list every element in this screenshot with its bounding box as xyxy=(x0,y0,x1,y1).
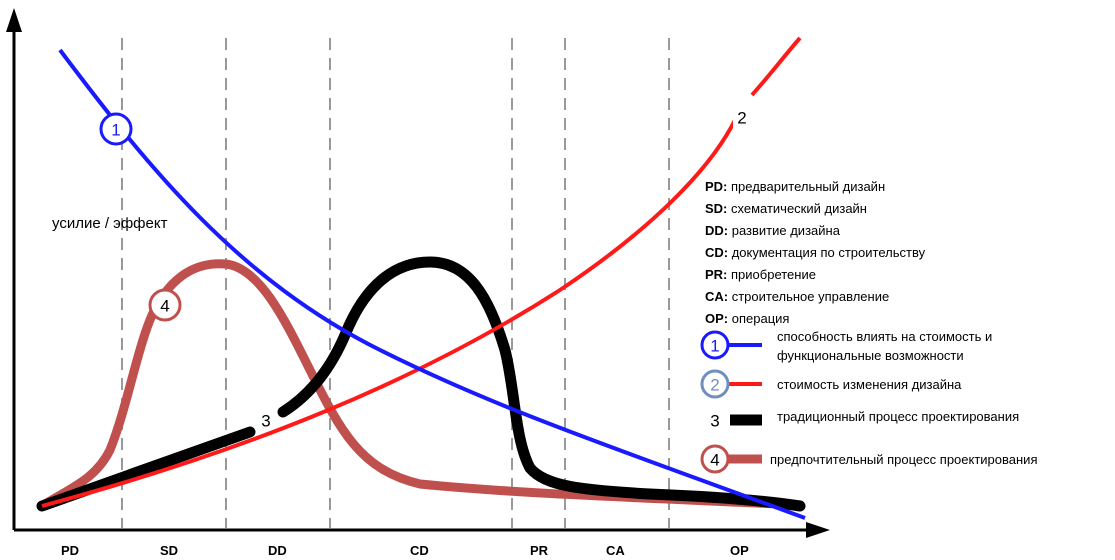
phase-label-pd: PD xyxy=(61,543,79,558)
marker-curve-1: 1 xyxy=(99,112,133,146)
phase-label-dd: DD xyxy=(268,543,287,558)
phase-label-sd: SD xyxy=(160,543,178,558)
phase-label-op: OP xyxy=(730,543,749,558)
y-axis-label: усилие / эффект xyxy=(52,215,168,232)
legend-label-curve-1-line2: функциональные возможности xyxy=(777,348,964,363)
svg-text:3: 3 xyxy=(710,412,719,431)
curve-2-cost-of-change xyxy=(41,119,737,508)
svg-text:4: 4 xyxy=(160,297,169,316)
phase-dividers xyxy=(121,38,670,528)
marker-curve-4: 4 xyxy=(148,288,182,322)
svg-text:2: 2 xyxy=(710,376,719,395)
svg-text:1: 1 xyxy=(111,121,120,140)
legend-label-curve-3: традиционный процесс проектирования xyxy=(777,409,1019,424)
abbr-op: OP: операция xyxy=(705,311,789,326)
svg-text:1: 1 xyxy=(710,337,719,356)
curve-4-preferred-process xyxy=(37,259,805,511)
curve-2-cost-of-change-top xyxy=(750,36,802,97)
abbr-ca: CA: строительное управление xyxy=(705,289,889,304)
marker-curve-3: 3 xyxy=(261,412,270,431)
phase-label-ca: CA xyxy=(606,543,625,558)
marker-curve-2: 2 xyxy=(733,104,753,132)
legend-label-curve-4: предпочтительный процесс проектирования xyxy=(770,452,1037,467)
x-axis-arrow xyxy=(806,522,830,538)
legend-label-curve-2: стоимость изменения дизайна xyxy=(777,377,962,392)
curve-3-traditional-process-part2 xyxy=(277,256,806,512)
abbr-cd: CD: документация по строительству xyxy=(705,245,926,260)
curve-1-ability-to-impact xyxy=(58,48,806,520)
phase-labels: PD SD DD CD PR CA OP xyxy=(61,543,749,558)
svg-text:2: 2 xyxy=(737,109,746,128)
y-axis-arrow xyxy=(6,8,22,32)
legend-item-curve-2: 2 стоимость изменения дизайна xyxy=(700,369,962,399)
svg-text:3: 3 xyxy=(261,412,270,431)
abbr-pd: PD: предварительный дизайн xyxy=(705,179,885,194)
legend-label-curve-1-line1: способность влиять на стоимость и xyxy=(777,329,992,344)
legend-item-curve-1: 1 способность влиять на стоимость и функ… xyxy=(700,329,992,363)
abbr-dd: DD: развитие дизайна xyxy=(705,223,841,238)
abbr-sd: SD: схематический дизайн xyxy=(705,201,867,216)
abbreviation-key: PD: предварительный дизайн SD: схематиче… xyxy=(705,179,926,326)
legend-item-curve-4: 4 предпочтительный процесс проектировани… xyxy=(700,444,1037,474)
curve-legend: 1 способность влиять на стоимость и функ… xyxy=(700,329,1037,474)
curve-3-traditional-process xyxy=(36,426,256,512)
phase-label-cd: CD xyxy=(410,543,429,558)
phase-label-pr: PR xyxy=(530,543,549,558)
svg-text:4: 4 xyxy=(710,451,719,470)
axes xyxy=(12,28,812,532)
abbr-pr: PR: приобретение xyxy=(705,267,816,282)
legend-item-curve-3: 3 традиционный процесс проектирования xyxy=(710,409,1019,431)
